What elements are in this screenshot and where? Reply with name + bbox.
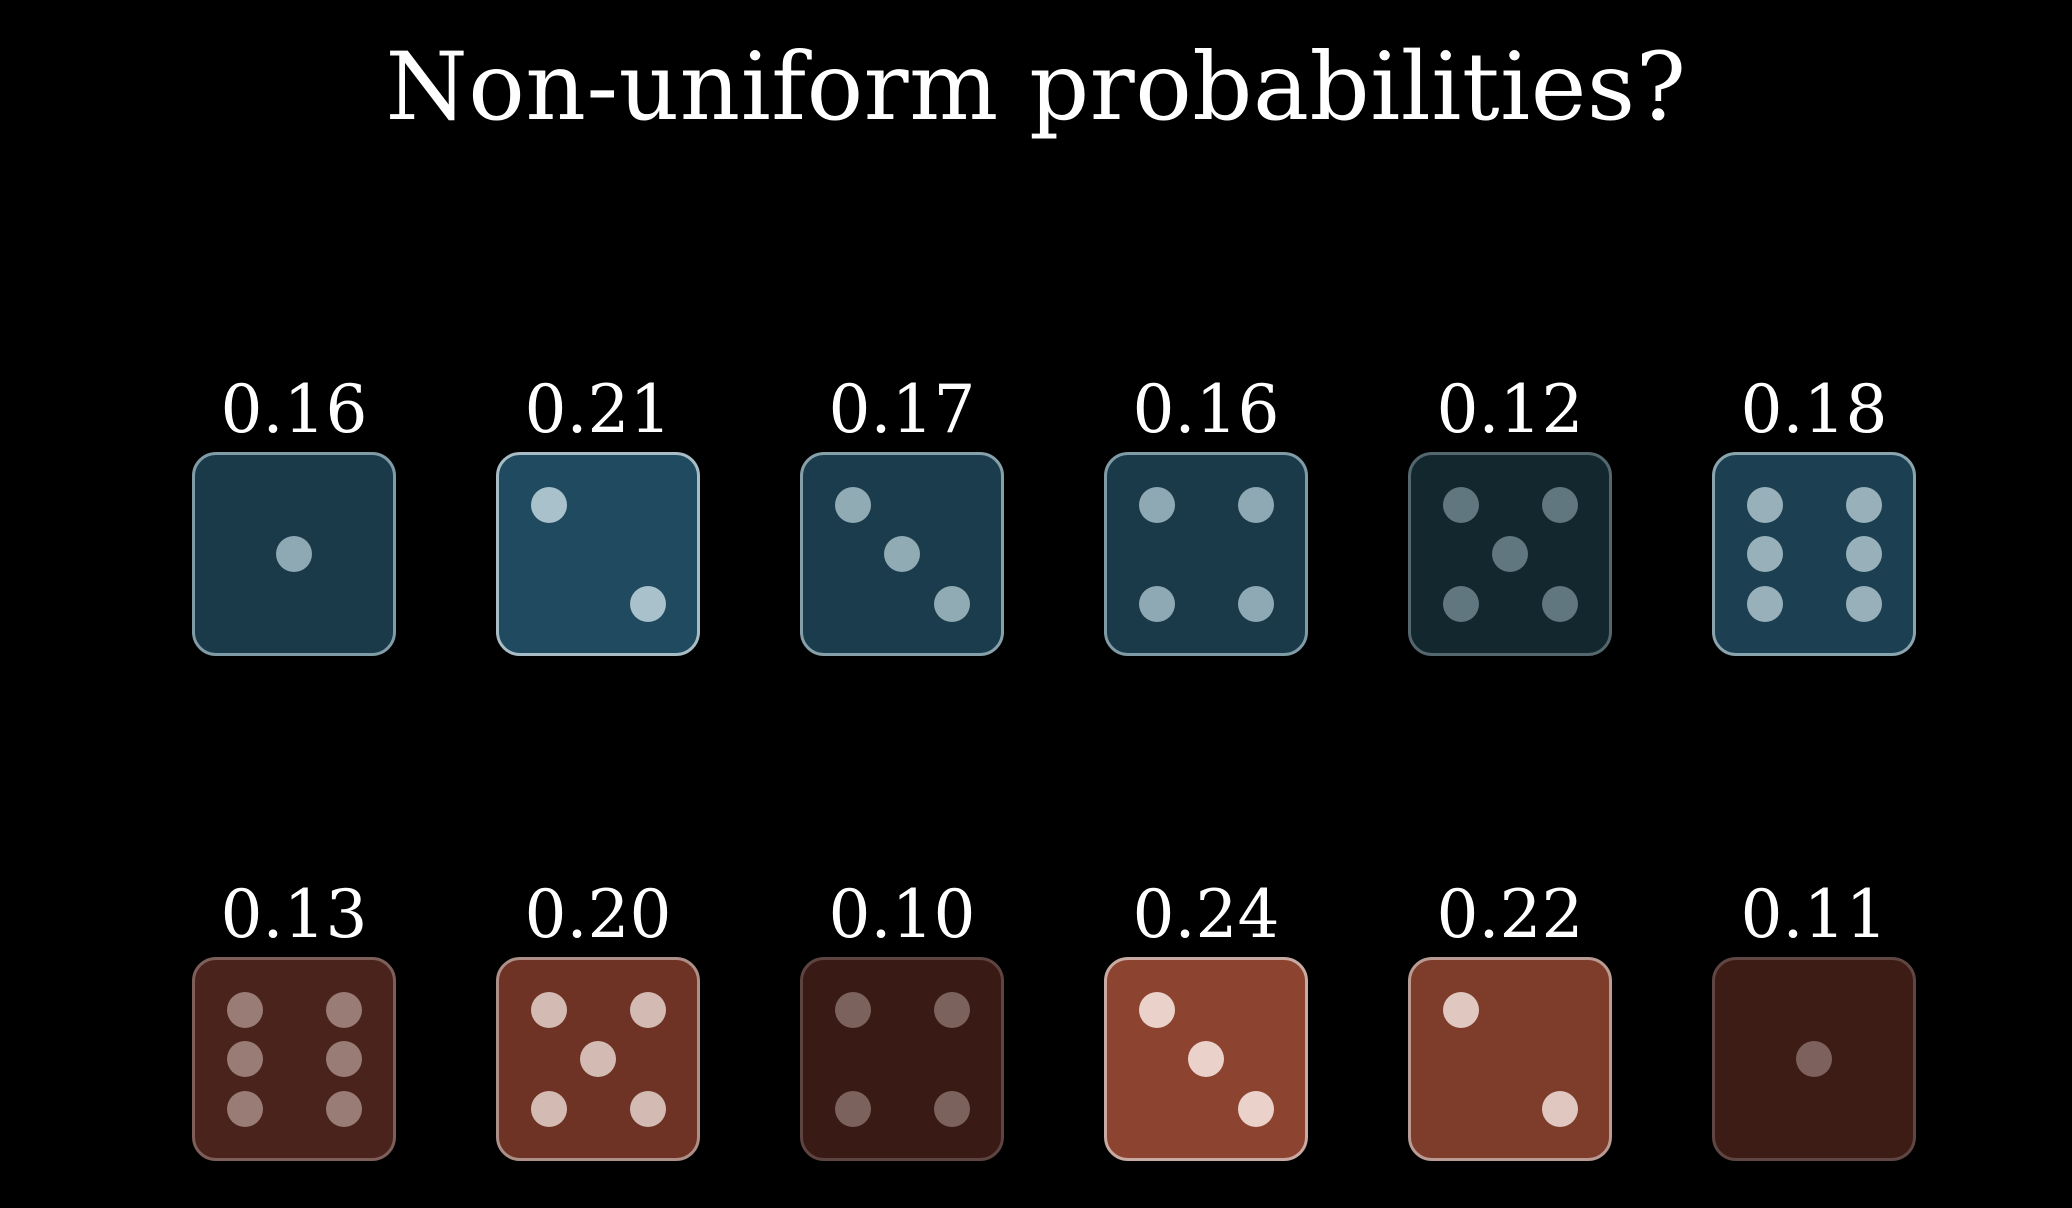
die-pip bbox=[933, 1090, 970, 1127]
probability-label: 0.16 bbox=[220, 371, 368, 448]
die-pip bbox=[1442, 486, 1479, 523]
probability-label: 0.22 bbox=[1436, 876, 1584, 953]
die-pip bbox=[884, 536, 920, 572]
probability-label: 0.21 bbox=[524, 371, 672, 448]
die-pip bbox=[325, 1041, 362, 1077]
die-pip bbox=[1845, 536, 1882, 572]
die-pip bbox=[276, 536, 312, 572]
die-pip bbox=[933, 991, 970, 1028]
probability-label: 0.18 bbox=[1740, 371, 1888, 448]
die-pip bbox=[1237, 585, 1274, 622]
die-pip bbox=[1541, 1090, 1578, 1127]
die-pip bbox=[530, 991, 567, 1028]
die-pip bbox=[530, 486, 567, 523]
probability-label: 0.24 bbox=[1132, 876, 1280, 953]
die-pip bbox=[325, 991, 362, 1028]
probability-label: 0.13 bbox=[220, 876, 368, 953]
die-pip bbox=[580, 1041, 616, 1077]
die-pip bbox=[1746, 585, 1783, 622]
probability-label: 0.10 bbox=[828, 876, 976, 953]
die-pip bbox=[1746, 486, 1783, 523]
die-pip bbox=[1492, 536, 1528, 572]
die-pip bbox=[834, 486, 871, 523]
die-face-4 bbox=[1104, 452, 1308, 656]
die-pip bbox=[1845, 585, 1882, 622]
die-pip bbox=[1442, 991, 1479, 1028]
probability-label: 0.16 bbox=[1132, 371, 1280, 448]
die-pip bbox=[1746, 536, 1783, 572]
die-face-6 bbox=[192, 957, 396, 1161]
die-face-3 bbox=[1104, 957, 1308, 1161]
die-pip bbox=[1138, 585, 1175, 622]
die-pip bbox=[834, 1090, 871, 1127]
die-face-1 bbox=[192, 452, 396, 656]
probability-label: 0.17 bbox=[828, 371, 976, 448]
die-pip bbox=[933, 585, 970, 622]
die-pip bbox=[629, 991, 666, 1028]
slide-title: Non-uniform probabilities? bbox=[385, 33, 1687, 142]
die-face-4 bbox=[800, 957, 1004, 1161]
die-face-2 bbox=[1408, 957, 1612, 1161]
probability-label: 0.20 bbox=[524, 876, 672, 953]
die-pip bbox=[1138, 486, 1175, 523]
die-pip bbox=[226, 1041, 263, 1077]
die-face-5 bbox=[1408, 452, 1612, 656]
die-pip bbox=[226, 1090, 263, 1127]
die-pip bbox=[1796, 1041, 1832, 1077]
die-pip bbox=[1541, 486, 1578, 523]
die-pip bbox=[1845, 486, 1882, 523]
die-pip bbox=[1237, 486, 1274, 523]
die-face-2 bbox=[496, 452, 700, 656]
die-pip bbox=[1188, 1041, 1224, 1077]
die-pip bbox=[1541, 585, 1578, 622]
probability-label: 0.11 bbox=[1740, 876, 1888, 953]
die-face-5 bbox=[496, 957, 700, 1161]
die-pip bbox=[629, 585, 666, 622]
die-pip bbox=[834, 991, 871, 1028]
die-face-1 bbox=[1712, 957, 1916, 1161]
die-face-3 bbox=[800, 452, 1004, 656]
die-pip bbox=[1237, 1090, 1274, 1127]
probability-label: 0.12 bbox=[1436, 371, 1584, 448]
die-pip bbox=[226, 991, 263, 1028]
die-pip bbox=[530, 1090, 567, 1127]
die-pip bbox=[1442, 585, 1479, 622]
die-face-6 bbox=[1712, 452, 1916, 656]
die-pip bbox=[629, 1090, 666, 1127]
die-pip bbox=[325, 1090, 362, 1127]
die-pip bbox=[1138, 991, 1175, 1028]
